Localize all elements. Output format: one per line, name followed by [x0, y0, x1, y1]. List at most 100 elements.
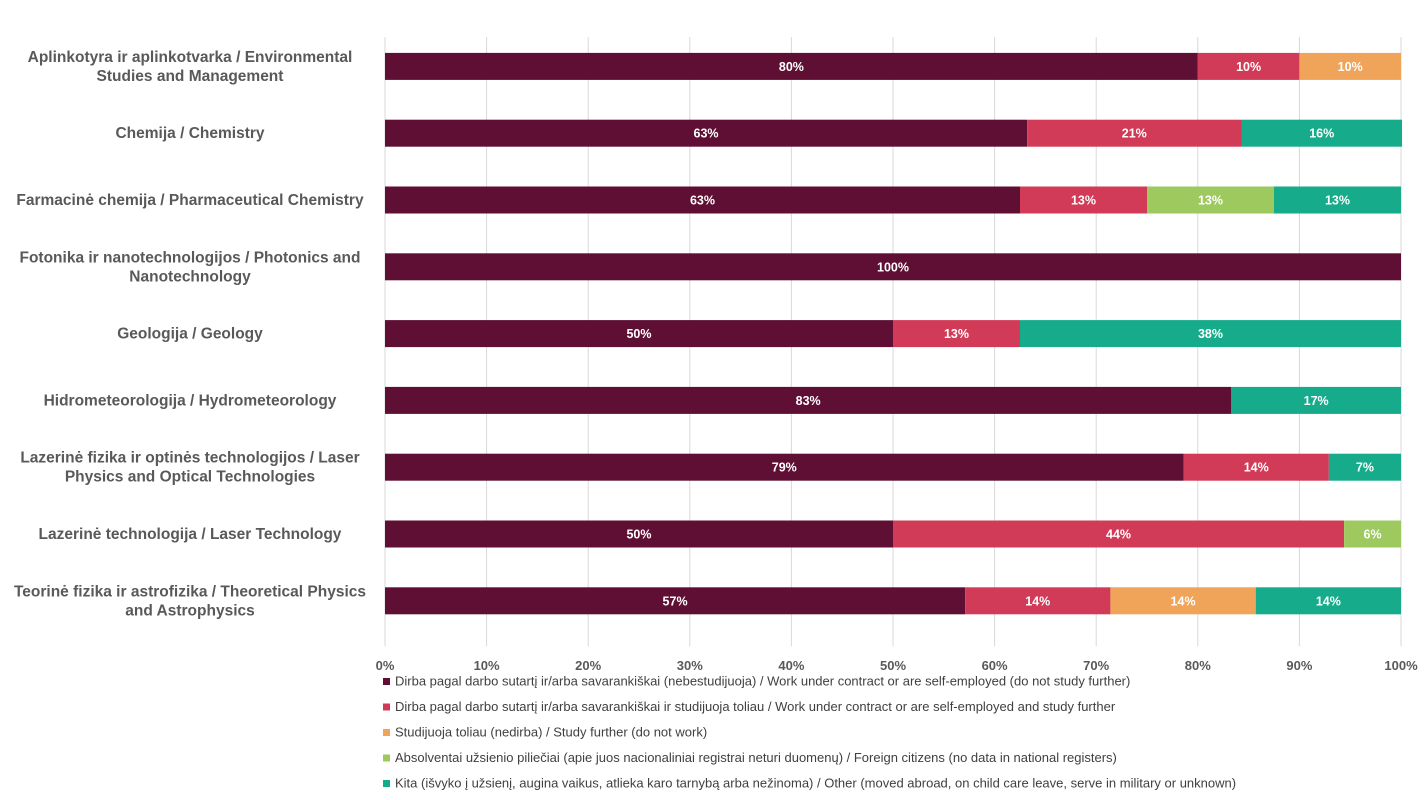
category-label-line: Farmacinė chemija / Pharmaceutical Chemi… — [16, 192, 364, 209]
bar-segment — [1299, 52, 1401, 80]
category-label: Lazerinė fizika ir optinės technologijos… — [20, 450, 359, 486]
bar-segment — [1147, 186, 1274, 214]
bar-segment — [385, 453, 1184, 481]
legend-label: Dirba pagal darbo sutartį ir/arba savara… — [395, 699, 1116, 714]
bar-segment — [1020, 320, 1401, 348]
legend-label: Absolventai užsienio piliečiai (apie juo… — [395, 750, 1117, 765]
data-label: 10% — [1236, 60, 1261, 74]
bar-segment — [385, 253, 1401, 281]
bar-segment — [385, 119, 1028, 147]
category-label: Hidrometeorologija / Hydrometeorology — [44, 392, 337, 409]
data-label: 10% — [1338, 60, 1363, 74]
x-tick-label: 70% — [1083, 658, 1109, 673]
data-label: 80% — [779, 60, 804, 74]
x-tick-label: 40% — [778, 658, 804, 673]
legend-label: Kita (išvyko į užsienį, augina vaikus, a… — [395, 776, 1236, 791]
data-label: 7% — [1356, 461, 1374, 475]
bar-segment — [385, 386, 1232, 414]
category-label-line: Studies and Management — [97, 68, 284, 85]
category-label: Farmacinė chemija / Pharmaceutical Chemi… — [16, 192, 364, 209]
data-label: 63% — [694, 127, 719, 141]
bar-segment — [965, 587, 1111, 615]
data-label: 14% — [1316, 594, 1341, 608]
data-label: 6% — [1364, 528, 1382, 542]
category-label: Geologija / Geology — [117, 326, 263, 343]
data-label: 16% — [1309, 127, 1334, 141]
data-label: 13% — [944, 327, 969, 341]
x-axis-ticks: 0% 10% 20% 30% 40% 50% 60% 70% 80% 90% 100% — [376, 658, 1418, 673]
data-label: 14% — [1025, 594, 1050, 608]
category-label-line: Fotonika ir nanotechnologijos / Photonic… — [19, 249, 360, 266]
x-tick-label: 30% — [677, 658, 703, 673]
x-tick-label: 90% — [1286, 658, 1312, 673]
legend-label: Studijuoja toliau (nedirba) / Study furt… — [395, 725, 707, 740]
bar-segment — [385, 587, 966, 615]
category-label-line: Lazerinė fizika ir optinės technologijos… — [20, 450, 359, 467]
bar-segment — [1328, 453, 1401, 481]
category-label: Teorinė fizika ir astrofizika / Theoreti… — [14, 583, 366, 619]
data-label: 14% — [1171, 594, 1196, 608]
data-label: 57% — [663, 594, 688, 608]
bar-segment — [1241, 119, 1403, 147]
data-label: 14% — [1244, 461, 1269, 475]
category-label-line: Hidrometeorologija / Hydrometeorology — [44, 392, 337, 409]
category-label-line: and Astrophysics — [125, 602, 255, 619]
data-label: 50% — [626, 528, 651, 542]
category-label-line: Geologija / Geology — [117, 326, 263, 343]
data-label: 21% — [1122, 127, 1147, 141]
bar-segment — [1344, 520, 1401, 548]
x-tick-label: 100% — [1384, 658, 1418, 673]
x-tick-label: 50% — [880, 658, 906, 673]
bar-segment — [1020, 186, 1147, 214]
x-tick-label: 0% — [376, 658, 395, 673]
legend-swatch — [383, 729, 390, 736]
legend: Dirba pagal darbo sutartį ir/arba savara… — [383, 674, 1236, 791]
bar-segment — [1231, 386, 1401, 414]
data-label: 13% — [1325, 194, 1350, 208]
bar-segment — [893, 520, 1345, 548]
category-label-line: Physics and Optical Technologies — [65, 469, 315, 486]
data-label: 79% — [772, 461, 797, 475]
x-tick-label: 20% — [575, 658, 601, 673]
legend-swatch — [383, 678, 390, 685]
data-label: 38% — [1198, 327, 1223, 341]
category-label-line: Lazerinė technologija / Laser Technology — [39, 526, 342, 543]
category-labels: Aplinkotyra ir aplinkotvarka / Environme… — [14, 49, 366, 619]
data-label: 83% — [796, 394, 821, 408]
category-label: Lazerinė technologija / Laser Technology — [39, 526, 342, 543]
category-label: Fotonika ir nanotechnologijos / Photonic… — [19, 249, 360, 285]
category-label-line: Nanotechnology — [129, 268, 251, 285]
data-label: 17% — [1304, 394, 1329, 408]
category-label-line: Teorinė fizika ir astrofizika / Theoreti… — [14, 583, 366, 600]
bar-segment — [1197, 52, 1300, 80]
category-label-line: Chemija / Chemistry — [115, 125, 264, 142]
bar-segment — [893, 320, 1020, 348]
bars: 80% 10% 10% 63% 21% 16% 63% 13% 13% 13% 100% 50% 13%… — [385, 52, 1403, 615]
category-label-line: Aplinkotyra ir aplinkotvarka / Environme… — [28, 49, 353, 66]
bar-segment — [1274, 186, 1401, 214]
data-label: 13% — [1198, 194, 1223, 208]
bar-segment — [385, 520, 893, 548]
legend-swatch — [383, 754, 390, 762]
legend-swatch — [383, 703, 390, 711]
x-tick-label: 60% — [982, 658, 1008, 673]
x-tick-label: 10% — [474, 658, 500, 673]
legend-label: Dirba pagal darbo sutartį ir/arba savara… — [395, 674, 1130, 689]
data-label: 100% — [877, 260, 909, 274]
data-label: 63% — [690, 194, 715, 208]
x-tick-label: 80% — [1185, 658, 1211, 673]
bar-segment — [1255, 587, 1401, 615]
bar-segment — [385, 320, 893, 348]
bar-segment — [385, 186, 1020, 214]
bar-segment — [1183, 453, 1329, 481]
bar-segment — [385, 52, 1198, 80]
category-label: Aplinkotyra ir aplinkotvarka / Environme… — [28, 49, 353, 85]
legend-swatch — [383, 780, 390, 787]
bar-segment — [1027, 119, 1242, 147]
data-label: 13% — [1071, 194, 1096, 208]
data-label: 50% — [626, 327, 651, 341]
data-label: 44% — [1106, 528, 1131, 542]
category-label: Chemija / Chemistry — [115, 125, 264, 142]
bar-segment — [1110, 587, 1256, 615]
